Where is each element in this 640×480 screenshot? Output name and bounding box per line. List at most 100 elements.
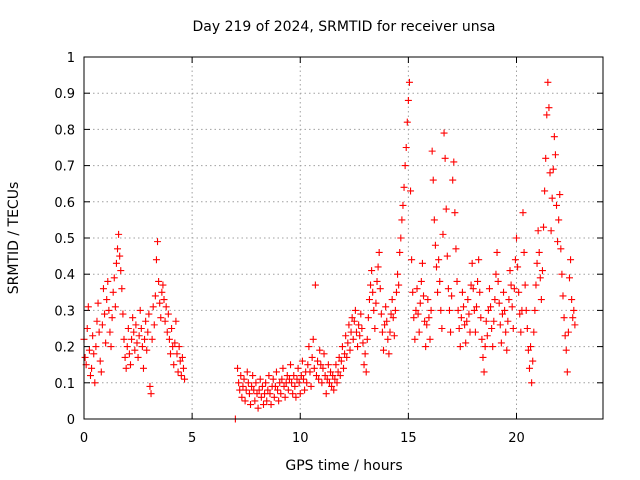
data-point xyxy=(291,382,299,390)
data-point xyxy=(253,390,261,398)
data-point xyxy=(399,201,407,209)
data-point xyxy=(159,281,167,289)
data-point xyxy=(535,248,543,256)
data-point xyxy=(131,346,139,354)
data-point xyxy=(568,296,576,304)
data-point xyxy=(435,256,443,264)
data-point xyxy=(297,372,305,380)
data-point xyxy=(402,144,410,151)
data-point xyxy=(387,310,395,318)
data-point xyxy=(450,158,458,166)
data-point xyxy=(90,350,98,358)
data-point xyxy=(303,379,311,387)
y-tick-label: 0.4 xyxy=(54,268,75,283)
data-point xyxy=(455,325,463,332)
data-point xyxy=(352,328,360,336)
data-point xyxy=(488,325,496,332)
plot-frame xyxy=(83,56,604,420)
grid-lines xyxy=(84,57,603,419)
data-point xyxy=(269,375,277,383)
data-point xyxy=(243,368,251,376)
data-point xyxy=(491,296,499,304)
data-point xyxy=(349,335,357,343)
data-point xyxy=(427,306,435,314)
data-point xyxy=(256,375,264,383)
data-point xyxy=(95,328,103,336)
data-point xyxy=(176,357,184,365)
data-point xyxy=(365,296,373,304)
data-point xyxy=(270,393,278,401)
data-point xyxy=(151,292,159,300)
data-point xyxy=(451,209,459,217)
x-tick-label: 15 xyxy=(400,431,417,446)
data-point xyxy=(356,332,364,340)
data-point xyxy=(524,346,532,354)
data-point xyxy=(520,248,528,256)
data-point xyxy=(394,270,402,278)
data-point xyxy=(389,314,397,322)
data-point xyxy=(150,321,158,329)
data-point xyxy=(392,288,400,296)
data-point xyxy=(306,368,314,376)
y-tick-label: 0.2 xyxy=(54,341,75,356)
data-point xyxy=(490,317,498,325)
data-point xyxy=(469,285,477,293)
data-point xyxy=(336,372,344,380)
data-point xyxy=(441,154,449,162)
data-point xyxy=(465,310,473,318)
y-tick-label: 0.9 xyxy=(54,87,75,102)
data-point xyxy=(311,281,319,289)
data-point xyxy=(325,379,333,387)
data-point xyxy=(385,350,393,358)
data-point xyxy=(543,111,551,119)
data-point xyxy=(504,317,512,325)
data-point xyxy=(284,386,292,394)
data-point xyxy=(332,361,340,369)
data-point xyxy=(329,372,337,380)
data-point xyxy=(471,328,479,336)
data-point xyxy=(374,263,382,271)
data-point xyxy=(425,314,433,322)
data-point xyxy=(110,274,118,282)
x-axis-tick-labels: 0 5 10 15 20 xyxy=(80,431,525,446)
data-point xyxy=(118,285,126,293)
data-point xyxy=(247,401,255,409)
data-point xyxy=(413,285,421,293)
data-point xyxy=(107,343,115,351)
data-point xyxy=(321,372,329,380)
data-point xyxy=(533,259,541,267)
data-point xyxy=(330,386,338,394)
data-point xyxy=(537,296,545,304)
y-tick-label: 0 xyxy=(67,413,75,428)
data-point xyxy=(440,129,448,137)
data-point xyxy=(139,364,147,372)
data-point xyxy=(357,310,365,318)
data-point xyxy=(536,274,544,282)
data-point xyxy=(363,335,371,343)
data-point xyxy=(481,343,489,351)
data-point xyxy=(293,375,301,383)
data-point xyxy=(236,386,244,394)
data-point xyxy=(267,401,275,409)
data-point xyxy=(521,281,529,289)
data-point xyxy=(314,357,322,365)
data-point xyxy=(390,332,398,340)
data-point xyxy=(525,364,533,372)
data-point xyxy=(263,397,271,405)
data-point xyxy=(121,353,129,361)
data-point xyxy=(381,321,389,329)
data-point xyxy=(307,382,315,390)
data-point xyxy=(177,372,185,380)
data-point xyxy=(128,335,136,343)
y-tick-label: 0.8 xyxy=(54,123,75,138)
data-point xyxy=(178,353,186,361)
data-point xyxy=(234,364,242,372)
data-point xyxy=(296,390,304,398)
x-tick-label: 20 xyxy=(508,431,525,446)
data-point xyxy=(171,339,179,347)
data-point xyxy=(397,234,405,242)
data-point xyxy=(265,372,273,380)
y-tick-label: 0.1 xyxy=(54,377,75,392)
data-point xyxy=(445,306,453,314)
data-point xyxy=(500,288,508,296)
